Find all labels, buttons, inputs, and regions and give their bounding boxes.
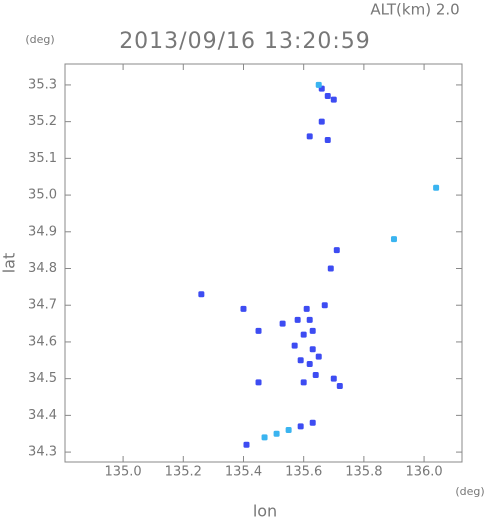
echo-point [315,81,322,88]
echo-point [279,320,286,327]
y-tick-label: 35.0 [28,188,57,203]
echo-point [243,441,250,448]
echo-point [273,430,280,437]
echo-point [309,346,316,353]
echo-point [390,236,397,243]
y-tick-label: 34.4 [28,408,57,423]
x-label: lon [253,502,277,521]
echo-point [315,353,322,360]
x-tick-label: 135.4 [225,465,262,480]
echo-point [327,265,334,272]
plot-frame [64,63,463,463]
echo-point [300,379,307,386]
echo-point [318,118,325,125]
echo-point [309,419,316,426]
echo-point [312,371,319,378]
x-tick-label: 135.6 [285,465,322,480]
x-tick-label: 135.0 [104,465,141,480]
echo-point [330,375,337,382]
echo-point [336,382,343,389]
echo-point [324,92,331,99]
echo-point [330,96,337,103]
echo-point [306,133,313,140]
echo-point [303,305,310,312]
y-tick-label: 35.3 [28,77,57,92]
echo-point [255,379,262,386]
echo-point [433,184,440,191]
echo-point [294,316,301,323]
y-tick-label: 34.6 [28,334,57,349]
x-tick-label: 135.2 [165,465,202,480]
echo-point [291,342,298,349]
echo-point [333,247,340,254]
x-unit: (deg) [455,485,484,498]
echo-point [255,327,262,334]
subtitle: ALT(km) 2.0 [370,1,459,19]
echo-point [306,360,313,367]
echo-point [324,137,331,144]
echo-point [306,316,313,323]
x-tick-label: 136.0 [405,465,442,480]
y-tick-label: 34.5 [28,371,57,386]
echo-point [321,302,328,309]
y-tick-label: 34.3 [28,445,57,460]
y-tick-label: 35.2 [28,114,57,129]
echo-point [240,305,247,312]
echo-point [309,327,316,334]
y-tick-label: 34.9 [28,224,57,239]
chart-title: 2013/09/16 13:20:59 [119,29,371,54]
y-label: lat [0,253,19,274]
y-tick-label: 34.7 [28,298,57,313]
x-tick-label: 135.8 [345,465,382,480]
echo-point [285,427,292,434]
echo-point [198,291,205,298]
echo-point [261,434,268,441]
y-tick-label: 35.1 [28,151,57,166]
echo-point [297,423,304,430]
y-tick-label: 34.8 [28,261,57,276]
echo-point [297,357,304,364]
echo-point [300,331,307,338]
y-unit: (deg) [25,33,54,46]
